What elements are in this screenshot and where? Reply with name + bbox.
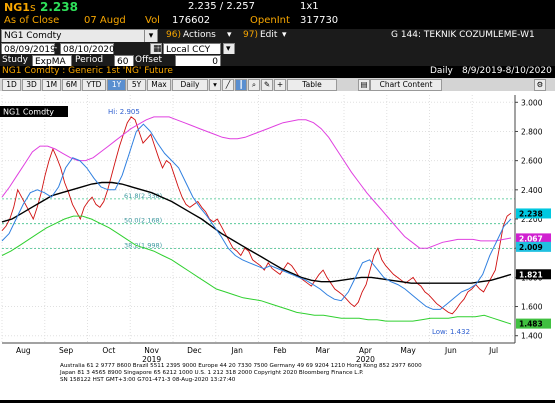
edit-chevron-icon[interactable]: ▾	[282, 30, 287, 40]
y-tick-label: 2.800	[521, 127, 543, 136]
x-tick-label: Mar	[316, 346, 331, 355]
as-of-date: 07 Augd	[84, 15, 126, 26]
series-fast_ma	[1, 123, 512, 310]
candle-chart-icon[interactable]: ┃	[235, 79, 247, 91]
actions-num: 96)	[166, 30, 181, 40]
date-separator: -	[54, 43, 58, 53]
screen-title: G 144: TEKNIK COZUMLEME-W1	[391, 30, 535, 40]
price-tag-label: 2.238	[519, 209, 543, 218]
chart-area: 61.8(2.338) 50.0(2.168) 38.2(1.998) 3.000 2…	[0, 91, 555, 400]
edit-num: 97)	[243, 30, 258, 40]
period-button-1m[interactable]: 1M	[42, 79, 61, 91]
x-tick-label: Jan	[230, 346, 243, 355]
actions-chevron-icon[interactable]: ▾	[227, 30, 232, 40]
ticker: NG1	[4, 1, 30, 14]
period-button-1y[interactable]: 1Y	[107, 79, 126, 91]
legend-box	[0, 106, 68, 117]
x-tick-label: May	[400, 346, 416, 355]
footer-line: SN 158122 HST GMT+3:00 G701-471-3 08-Aug…	[60, 377, 236, 383]
x-tick-label: Jul	[488, 346, 498, 355]
period-button-6m[interactable]: 6M	[62, 79, 81, 91]
price-tag-bg	[516, 269, 551, 280]
footer-line: Japan 81 3 4565 8900 Singapore 65 6212 1…	[59, 370, 364, 376]
settings-icon[interactable]: ⚙	[534, 79, 546, 91]
offset-label: Offset	[135, 55, 163, 65]
fib-level-label: 61.8(2.338)	[124, 192, 162, 200]
y-tick-label: 1.400	[521, 332, 543, 341]
footer-line: Australia 61 2 9777 8600 Brazil 5511 239…	[60, 363, 422, 369]
description-text: NG1 Comdty : Generic 1st 'NG' Future	[2, 66, 173, 76]
y-tick-label: 1.600	[521, 303, 543, 312]
vol-label: Vol	[145, 15, 160, 26]
chart-content-icon[interactable]: ▤	[358, 79, 370, 91]
x-tick-label: Dec	[187, 346, 202, 355]
period-label: Period	[75, 55, 104, 65]
series-price	[1, 116, 512, 315]
price-tag-label: 2.009	[519, 243, 543, 252]
draw-icon[interactable]: ✎	[261, 79, 273, 91]
series-lower_band	[1, 215, 512, 325]
zoom-icon[interactable]: ⌕	[248, 79, 260, 91]
s-prefix: s	[30, 1, 36, 14]
edit-button[interactable]: Edit	[260, 30, 278, 40]
price-tag-label: 1.821	[519, 270, 543, 279]
x-tick-label: Sep	[59, 346, 73, 355]
fib-level-label: 38.2(1.998)	[124, 241, 162, 249]
x-tick-label: Nov	[144, 346, 159, 355]
oi-value: 317730	[300, 15, 339, 26]
frequency-text: Daily	[430, 66, 453, 76]
year-label: 2020	[356, 355, 375, 364]
chart-toolbar: 1D 3D 1M 6M YTD 1Y 5Y Max Daily ▾ ╱ ┃ ⌕ …	[0, 78, 555, 91]
x-tick-label: Apr	[359, 346, 373, 355]
price-tag-bg	[516, 241, 551, 252]
crosshair-icon[interactable]: +	[274, 79, 286, 91]
table-button[interactable]: Table	[287, 79, 337, 91]
y-tick-label: 2.600	[521, 157, 543, 166]
oi-label: OpenInt	[250, 15, 290, 26]
size: 1x1	[300, 1, 319, 12]
last-price: 2.238	[40, 0, 78, 14]
low-label: Low: 1.432	[432, 328, 470, 336]
bid-ask: 2.235 / 2.257	[188, 1, 255, 12]
period-button-ytd[interactable]: YTD	[82, 79, 106, 91]
title-bar: NG1 Comdty ▾ 96) Actions ▾ 97) Edit ▾ G …	[0, 29, 555, 44]
series-ema	[1, 181, 512, 284]
period-button-max[interactable]: Max	[147, 79, 171, 91]
high-label: Hi: 2.905	[108, 108, 140, 116]
x-tick-label: Jun	[444, 346, 457, 355]
quote-strip: NG1 s 2.238 2.235 / 2.257 1x1 As of Clos…	[0, 0, 555, 29]
study-params: Study ExpMA Period 60 Offset 0	[0, 54, 555, 67]
legend-label: NG1 Comdty	[3, 108, 54, 117]
x-tick-label: Aug	[16, 346, 31, 355]
fib-level-label: 50.0(2.168)	[124, 217, 162, 225]
x-tick-label: Feb	[273, 346, 287, 355]
price-tag-label: 1.483	[519, 320, 543, 329]
price-tag-bg	[516, 233, 551, 244]
line-chart-icon[interactable]: ╱	[222, 79, 234, 91]
period-button-1d[interactable]: 1D	[2, 79, 21, 91]
price-chart[interactable]: 61.8(2.338) 50.0(2.168) 38.2(1.998) 3.000 2…	[0, 91, 555, 400]
description-bar: NG1 Comdty : Generic 1st 'NG' Future Dai…	[0, 66, 555, 77]
y-tick-label: 3.000	[521, 98, 543, 107]
year-label: 2019	[142, 355, 161, 364]
x-tick-label: Oct	[102, 346, 115, 355]
y-tick-label: 2.200	[521, 215, 543, 224]
price-tag-label: 2.067	[519, 234, 543, 243]
chart-content-button[interactable]: Chart Content	[370, 79, 442, 91]
period-button-5y[interactable]: 5Y	[127, 79, 146, 91]
date-range-text: 8/9/2019-8/10/2020	[462, 66, 552, 76]
date-params: 08/09/2019 - 08/10/2020 ▦ Local CCY ▾	[0, 42, 555, 55]
y-tick-label: 2.400	[521, 186, 543, 195]
frequency-chevron-icon[interactable]: ▾	[209, 79, 221, 91]
as-of-label: As of Close	[4, 15, 60, 26]
study-label: Study	[2, 55, 28, 65]
price-tag-bg	[516, 208, 551, 219]
series-upper_band	[1, 116, 512, 249]
price-tag-bg	[516, 318, 551, 329]
actions-button[interactable]: Actions	[183, 30, 216, 40]
vol-value: 176602	[172, 15, 211, 26]
period-button-3d[interactable]: 3D	[22, 79, 41, 91]
frequency-dropdown[interactable]: Daily	[172, 79, 208, 91]
security-dropdown-icon[interactable]: ▾	[144, 29, 158, 44]
